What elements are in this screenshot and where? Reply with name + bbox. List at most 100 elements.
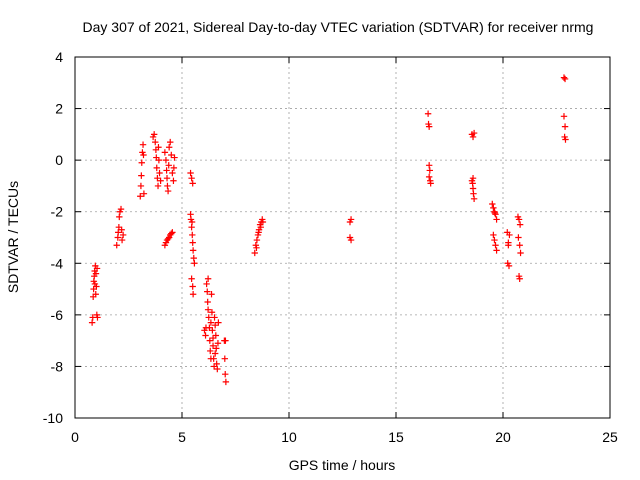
data-point-marker [139,141,147,148]
data-point-marker [493,247,500,254]
y-tick-label: -10 [43,410,63,426]
data-point-marker [162,156,170,164]
data-point-marker [208,291,215,298]
y-tick-labels: -10 -8 -6 -4 -2 0 2 4 [43,49,63,426]
data-point-marker [427,180,434,187]
data-point-marker [168,151,175,159]
data-point-marker [138,172,145,179]
data-point-marker [209,342,217,349]
data-point-marker [253,236,261,244]
data-point-marker [516,275,523,282]
data-point-marker [152,138,159,146]
data-point-marker [213,345,220,352]
data-point-marker [189,291,197,298]
data-point-marker [493,216,500,223]
data-point-marker [188,275,195,282]
data-point-marker [209,334,217,342]
data-point-marker [562,136,569,143]
data-point-marker [505,242,512,249]
data-point-marker [347,236,355,244]
data-point-marker [222,378,230,386]
data-point-marker [189,231,196,239]
data-point-marker [516,221,524,228]
y-tick-label: -8 [51,358,64,374]
data-point-marker [137,193,144,200]
data-point-marker [187,169,194,177]
data-point-marker [91,280,99,288]
x-tick-labels: 0 5 10 15 20 25 [71,429,618,445]
data-point-marker [470,129,478,137]
data-point-marker [202,324,210,331]
data-point-marker [489,200,496,208]
data-point-marker [425,123,433,130]
data-point-marker [204,275,212,282]
data-point-marker [117,205,125,213]
data-points [88,74,569,386]
data-point-marker [189,247,197,254]
data-point-marker [156,169,163,177]
data-point-marker [561,75,569,83]
data-point-marker [259,218,267,226]
data-point-marker [515,234,522,241]
x-tick-label: 20 [495,429,511,445]
data-point-marker [154,174,161,182]
data-point-marker [257,223,264,231]
data-point-marker [561,123,569,130]
data-point-marker [251,249,258,257]
data-point-marker [221,355,228,362]
data-point-marker [255,229,262,236]
data-point-marker [138,159,145,166]
grid-lines [75,57,610,418]
data-point-marker [214,365,221,373]
data-point-marker [215,319,222,326]
data-point-marker [88,319,96,326]
data-point-marker [118,236,126,244]
y-tick-label: 0 [55,152,63,168]
data-point-marker [208,309,216,316]
data-point-marker [209,327,216,334]
y-tick-label: -2 [51,204,64,220]
y-tick-label: 4 [55,49,63,65]
data-point-marker [165,162,172,169]
data-point-marker [164,235,172,242]
data-point-marker [155,144,162,151]
y-tick-label: -4 [51,255,64,271]
plot-frame [74,56,611,419]
data-point-marker [164,187,172,195]
data-point-marker [425,162,433,169]
data-point-marker [137,182,145,190]
data-point-marker [188,218,196,226]
data-point-marker [164,182,171,190]
data-point-marker [470,195,478,203]
data-point-marker [118,226,125,233]
data-point-marker [204,298,211,306]
data-point-marker [119,231,127,239]
data-point-marker [424,110,432,117]
data-point-marker [190,254,197,262]
data-point-marker [206,337,214,344]
data-point-marker [516,242,523,249]
axis-ticks [74,56,611,419]
data-point-marker [214,340,222,347]
data-point-marker [165,144,173,151]
data-point-marker [515,216,523,223]
data-point-marker [153,164,160,172]
chart-title: Day 307 of 2021, Sidereal Day-to-day VTE… [83,19,594,35]
data-point-marker [113,242,120,249]
data-point-marker [253,244,260,252]
data-point-marker [202,332,209,339]
data-point-marker [560,113,568,120]
data-point-marker [492,242,499,249]
data-point-marker [491,209,499,217]
x-tick-label: 25 [602,429,618,445]
data-point-marker [222,370,229,378]
data-point-marker [157,177,164,184]
x-tick-label: 5 [178,429,186,445]
data-point-marker [505,262,513,270]
data-point-marker [116,213,123,221]
data-point-marker [213,360,220,368]
data-point-marker [189,180,196,187]
data-point-marker [207,347,214,355]
data-point-marker [94,314,101,321]
data-point-marker [426,167,434,174]
